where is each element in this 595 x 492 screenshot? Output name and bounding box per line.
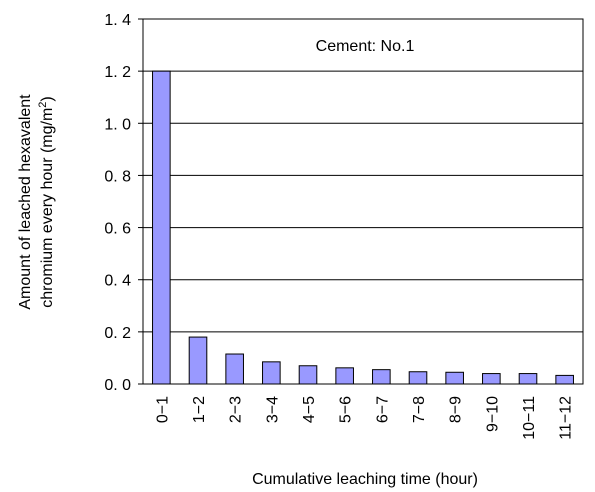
x-tick-label: 7−8 (411, 396, 428, 423)
y-tick-label: 0. 4 (104, 273, 131, 290)
bar (335, 367, 354, 385)
y-label-end: ) (39, 96, 56, 101)
y-tick-label: 0. 0 (104, 377, 131, 394)
y-label-sup: 2 (37, 102, 49, 108)
x-tick-label: 2−3 (228, 396, 245, 423)
annotation: Cement: No.1 (316, 38, 415, 55)
x-axis-label: Cumulative leaching time (hour) (252, 471, 478, 488)
plot-border (142, 18, 584, 385)
y-axis-label: chromium every hour (mg/m2) (37, 96, 56, 308)
x-tick-label: 8−9 (448, 396, 465, 423)
y-tick-label: 1. 0 (104, 116, 131, 133)
y-tick-label: 0. 8 (104, 168, 131, 185)
y-axis-label: Amount of leached hexavalent (17, 94, 34, 310)
x-tick-label: 1−2 (191, 396, 208, 423)
y-tick-label: 1. 4 (104, 12, 131, 29)
x-tick-label: 11−12 (558, 396, 575, 440)
y-label-line: chromium every hour (mg/m (39, 108, 56, 308)
bar (445, 371, 464, 385)
x-tick-label: 9−10 (484, 396, 501, 432)
x-tick-label: 3−4 (264, 396, 281, 423)
x-tick-label: 6−7 (374, 396, 391, 423)
y-label-line: Amount of leached hexavalent (17, 94, 34, 310)
bar (372, 369, 391, 385)
bar (408, 371, 428, 385)
x-tick-label: 4−5 (301, 396, 318, 423)
y-tick-label: 0. 6 (104, 221, 131, 238)
bar (482, 373, 501, 385)
bar (518, 373, 538, 385)
bar (262, 361, 281, 385)
x-tick-label: 0−1 (154, 396, 171, 423)
bar (225, 353, 244, 385)
x-tick-label: 5−6 (338, 396, 355, 423)
bar (152, 70, 171, 385)
bar (298, 365, 318, 385)
y-tick-label: 1. 2 (104, 64, 131, 81)
y-tick-label: 0. 2 (104, 325, 131, 342)
bar (555, 374, 574, 385)
x-tick-label: 10−11 (521, 396, 538, 440)
bar (188, 336, 208, 385)
